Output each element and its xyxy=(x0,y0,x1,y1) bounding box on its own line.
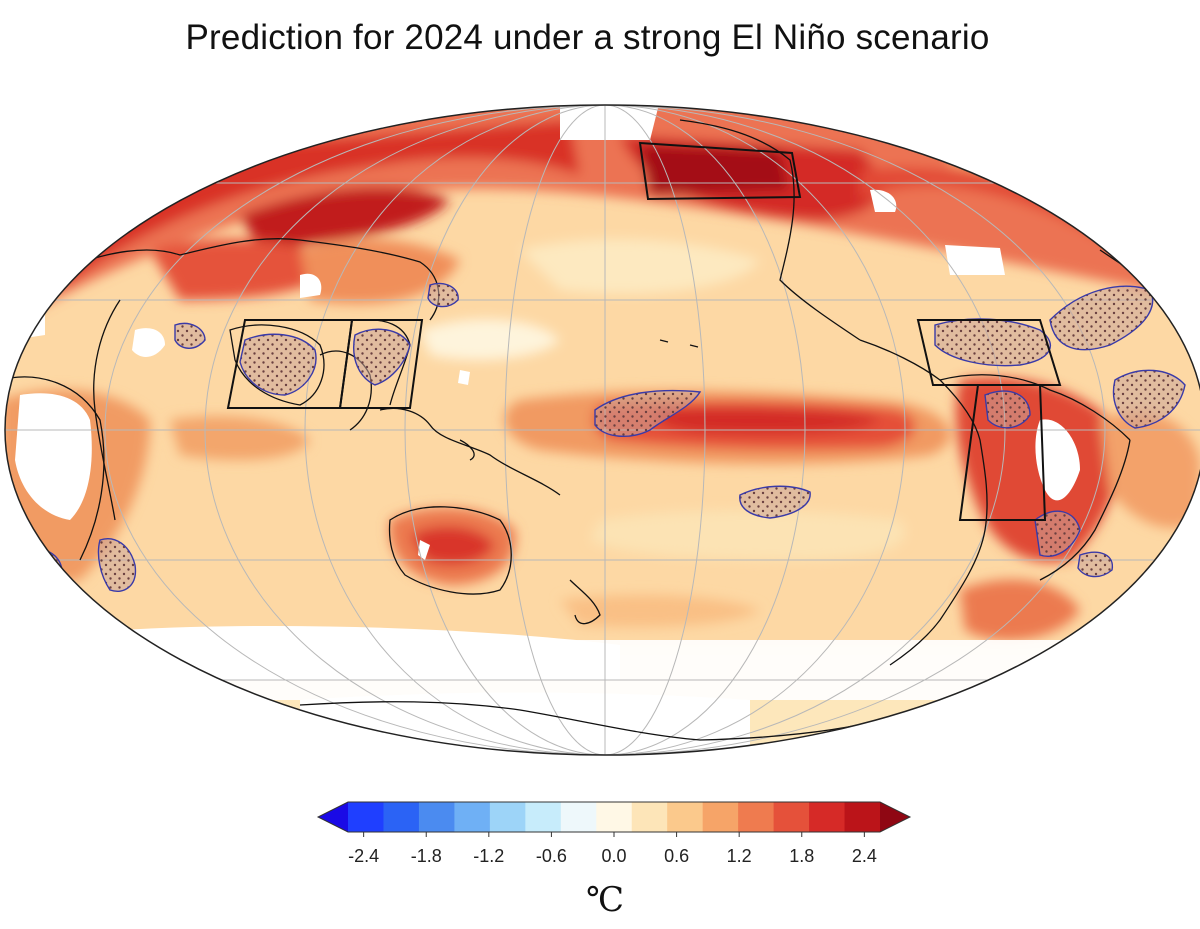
colorbar-tick-label: 2.4 xyxy=(851,846,877,866)
colorbar-tick-label: 0.0 xyxy=(601,846,627,866)
colorbar-extend-max xyxy=(880,802,910,832)
colorbar-tick-label: -2.4 xyxy=(348,846,380,866)
colorbar-segment xyxy=(738,802,775,832)
colorbar-tick-label: -1.8 xyxy=(410,846,442,866)
colorbar-segment xyxy=(418,802,455,832)
colorbar-segment xyxy=(525,802,562,832)
highlight-boxes xyxy=(226,141,1062,521)
colorbar-segment xyxy=(596,802,633,832)
colorbar-outline xyxy=(316,801,912,833)
colorbar-tick-label: 0.6 xyxy=(664,846,690,866)
colorbar-segment xyxy=(667,802,704,832)
colorbar-extend-min xyxy=(318,802,348,832)
globe-outline xyxy=(4,104,1200,756)
colorbar-segment xyxy=(631,802,668,832)
stippled-regions xyxy=(5,282,1200,592)
colorbar-segment xyxy=(773,802,810,832)
colorbar-segment xyxy=(809,802,846,832)
colorbar-unit-label: ℃ xyxy=(585,880,625,920)
colorbar-segment xyxy=(348,802,384,832)
colorbar-tick-label: -1.2 xyxy=(473,846,505,866)
colorbar-segment xyxy=(489,802,526,832)
colorbar-tick-label: 1.8 xyxy=(789,846,815,866)
colorbar-segment xyxy=(702,802,739,832)
temperature-field xyxy=(5,105,1200,755)
colorbar-segment xyxy=(383,802,420,832)
missing-data-regions xyxy=(5,105,1200,755)
colorbar-segment xyxy=(560,802,597,832)
colorbar xyxy=(316,801,912,837)
map-title: Prediction for 2024 under a strong El Ni… xyxy=(185,18,990,57)
colorbar-segment xyxy=(844,802,881,832)
colorbar-tick-label: -0.6 xyxy=(535,846,567,866)
colorbar-tick-label: 1.2 xyxy=(726,846,752,866)
colorbar-segment xyxy=(454,802,491,832)
